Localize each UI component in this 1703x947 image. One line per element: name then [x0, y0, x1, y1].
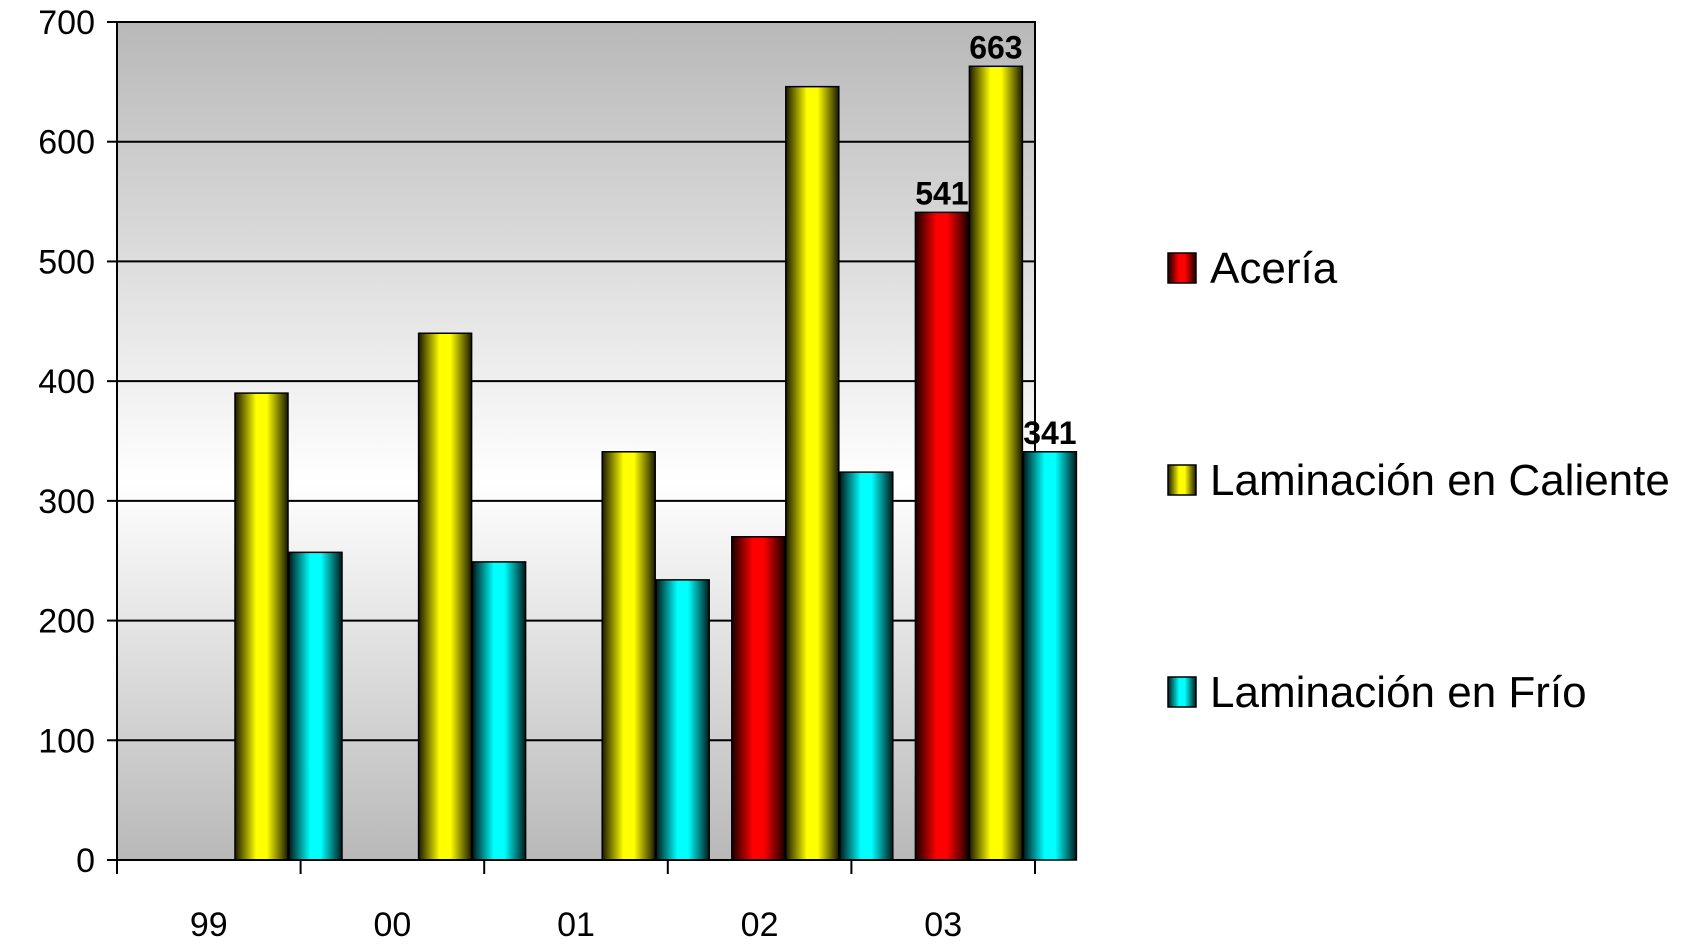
- bar: [914, 211, 970, 861]
- data-label: 663: [969, 29, 1022, 65]
- x-tick-label: 00: [373, 906, 411, 944]
- bar: [731, 536, 786, 861]
- bar: [471, 561, 527, 861]
- y-tick-label: 300: [38, 483, 95, 521]
- legend-label: Acería: [1210, 244, 1338, 293]
- x-tick-label: 99: [190, 906, 228, 944]
- bar: [601, 451, 656, 861]
- y-tick-label: 500: [38, 243, 95, 281]
- data-label: 541: [915, 175, 968, 211]
- legend-swatch: [1167, 676, 1197, 708]
- legend-swatch: [1167, 252, 1197, 284]
- y-tick-label: 400: [38, 363, 95, 401]
- bar: [417, 332, 473, 861]
- data-label: 341: [1023, 415, 1076, 451]
- bar: [1022, 451, 1078, 861]
- x-tick-label: 03: [924, 906, 962, 944]
- bar: [234, 392, 289, 861]
- bar: [785, 85, 840, 861]
- legend-label: Laminación en Caliente: [1210, 456, 1670, 505]
- legend-label: Laminación en Frío: [1210, 668, 1587, 717]
- bar: [288, 551, 343, 861]
- y-tick-label: 200: [38, 603, 95, 641]
- bars: [234, 65, 1078, 861]
- legend-swatch: [1167, 464, 1197, 496]
- axes: 0 100 200 300 400 500 600 700 99 00 01 02 03: [38, 4, 1036, 944]
- x-tick-label: 01: [557, 906, 595, 944]
- x-tick-label: 02: [741, 906, 779, 944]
- bar: [968, 65, 1024, 861]
- data-labels: 541 663 341: [915, 29, 1076, 450]
- y-tick-label: 0: [76, 842, 95, 880]
- bar: [655, 579, 710, 861]
- legend: Acería Laminación en Caliente Laminación e…: [1167, 244, 1670, 717]
- y-tick-label: 700: [38, 4, 95, 42]
- y-tick-label: 600: [38, 124, 95, 162]
- y-tick-label: 100: [38, 722, 95, 760]
- bar: [839, 471, 894, 861]
